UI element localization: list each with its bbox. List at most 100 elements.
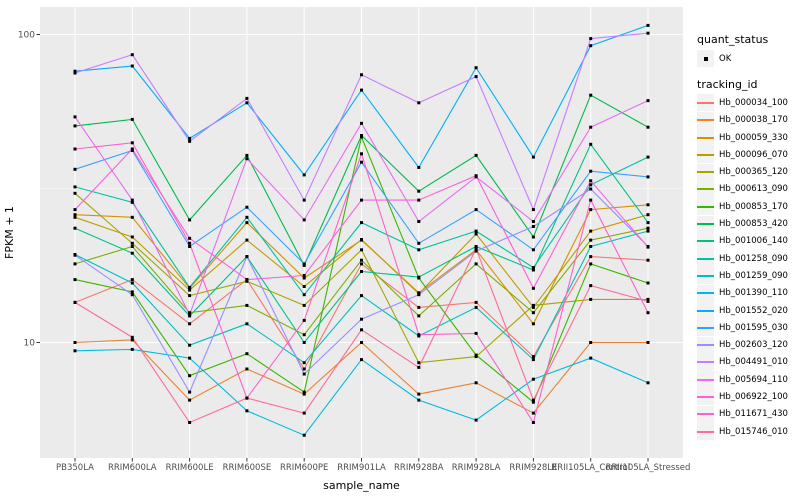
data-point	[245, 396, 249, 400]
data-point	[646, 213, 650, 217]
data-point	[589, 187, 593, 191]
data-point	[531, 235, 535, 239]
x-tick-label: RRIM600PE	[280, 463, 328, 473]
data-point	[360, 88, 363, 92]
data-point	[417, 166, 421, 169]
legend-swatch-line	[697, 292, 714, 295]
data-point	[360, 152, 363, 156]
legend-swatch-line	[697, 274, 714, 277]
data-point	[130, 147, 134, 151]
legend-swatch-line	[697, 309, 714, 312]
data-point	[302, 274, 306, 277]
data-point	[531, 303, 535, 307]
data-point	[474, 247, 478, 250]
legend-item-label: Hb_000853_420	[719, 219, 788, 230]
data-point	[130, 198, 134, 202]
data-point	[360, 134, 363, 137]
data-point	[646, 229, 650, 233]
data-point	[531, 220, 535, 223]
data-point	[73, 191, 77, 195]
legend-item: Hb_001552_020	[697, 302, 797, 319]
data-point	[73, 185, 77, 189]
data-point	[474, 418, 478, 422]
data-point	[474, 232, 478, 236]
legend-item: Hb_000853_420	[697, 215, 797, 233]
legend-swatch-line	[697, 344, 714, 347]
data-point	[130, 347, 134, 351]
legend-title-quant-status: quant_status	[697, 33, 769, 46]
data-point	[589, 284, 593, 288]
legend-item-label: Hb_000365_120	[719, 167, 788, 178]
data-point	[474, 75, 478, 79]
data-point	[130, 64, 134, 68]
legend-item-label: Hb_015746_010	[719, 426, 788, 437]
data-point	[73, 349, 77, 353]
legend-item: Hb_006922_100	[697, 388, 797, 406]
data-point	[245, 303, 249, 307]
legend-key-box	[697, 284, 714, 302]
data-point	[302, 303, 306, 307]
data-point	[360, 248, 363, 252]
legend-key-box	[697, 215, 714, 233]
data-point	[531, 358, 535, 362]
legend-item-label: Hb_001595_030	[719, 322, 788, 333]
data-point	[474, 353, 478, 357]
data-point	[73, 124, 77, 128]
x-tick-label: RRIM600SE	[223, 463, 272, 473]
data-point	[531, 268, 535, 272]
data-point	[245, 215, 249, 219]
legend-item: Hb_000853_170	[697, 198, 797, 216]
data-point	[188, 236, 192, 240]
legend-key-box	[697, 129, 714, 147]
data-point	[360, 294, 363, 298]
data-point	[245, 409, 249, 413]
data-point	[589, 125, 593, 129]
data-point	[302, 372, 306, 376]
data-point	[417, 333, 421, 337]
legend-item-label: Hb_000853_170	[719, 201, 788, 212]
legend: quant_status OK tracking_id Hb_000034_10…	[697, 33, 797, 441]
data-point	[130, 251, 134, 255]
data-point	[245, 352, 249, 356]
data-point	[646, 23, 650, 27]
data-point	[589, 44, 593, 48]
legend-swatch-line	[697, 205, 714, 208]
data-point	[531, 305, 535, 309]
data-point	[417, 189, 421, 193]
data-point	[531, 208, 535, 212]
data-point	[188, 390, 192, 394]
data-point	[589, 183, 593, 187]
data-point	[302, 318, 306, 322]
data-point	[130, 293, 134, 297]
legend-item-label: Hb_004491_010	[719, 357, 788, 368]
data-point	[188, 343, 192, 347]
data-point	[589, 297, 593, 301]
legend-item-label: Hb_002603_120	[719, 340, 788, 351]
legend-swatch-line	[697, 361, 714, 364]
data-point	[589, 37, 593, 41]
x-tick-label: RRIM901LA	[337, 463, 386, 473]
data-point	[589, 179, 593, 183]
data-point	[531, 311, 535, 315]
legend-key-box	[697, 198, 714, 216]
data-point	[646, 258, 650, 262]
legend-item: Hb_001259_090	[697, 267, 797, 285]
legend-item-label: Hb_006922_100	[719, 391, 788, 402]
data-point	[302, 361, 306, 365]
legend-item: Hb_001006_140	[697, 232, 797, 250]
legend-key-box	[697, 94, 714, 112]
data-point	[646, 297, 650, 301]
data-point	[188, 139, 192, 143]
legend-key-box	[697, 146, 714, 164]
legend-swatch-line	[697, 223, 714, 226]
data-point	[302, 293, 306, 297]
data-point	[302, 390, 306, 394]
data-point	[474, 249, 478, 253]
data-point	[417, 220, 421, 223]
y-tick-label: 100	[18, 31, 35, 41]
legend-item-label: OK	[719, 53, 732, 64]
legend-swatch-line	[697, 430, 714, 433]
data-point	[360, 341, 363, 344]
data-point	[646, 341, 650, 344]
